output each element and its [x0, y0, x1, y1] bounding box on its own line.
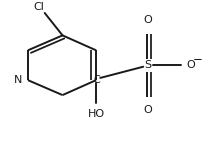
Text: O: O: [143, 15, 152, 26]
Text: O: O: [143, 105, 152, 115]
Text: Cl: Cl: [33, 2, 44, 12]
Text: N: N: [14, 75, 23, 85]
Text: HO: HO: [88, 109, 105, 119]
Text: S: S: [144, 60, 151, 70]
Text: O: O: [186, 60, 195, 70]
Text: −: −: [193, 53, 203, 66]
Text: C: C: [94, 75, 100, 85]
